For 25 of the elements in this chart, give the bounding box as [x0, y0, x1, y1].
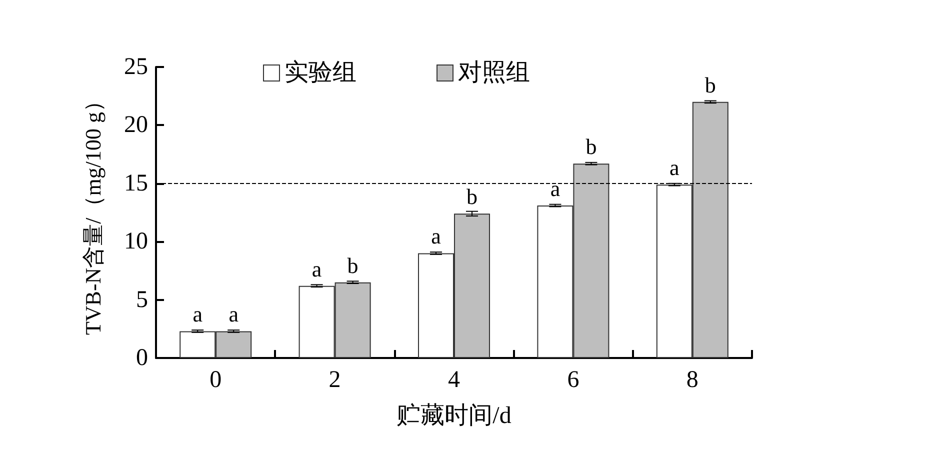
x-tick-label: 0 — [210, 367, 222, 393]
data-label: a — [312, 256, 322, 282]
data-label: b — [347, 252, 358, 278]
data-label: b — [466, 184, 478, 210]
data-label: a — [431, 224, 442, 249]
y-tick-label: 25 — [124, 54, 148, 80]
x-tick-label: 6 — [567, 367, 580, 393]
x-tick-label: 4 — [448, 367, 460, 393]
data-label: b — [586, 134, 597, 160]
y-tick-label: 10 — [124, 228, 148, 255]
x-tick-label: 8 — [686, 367, 698, 393]
y-axis-title: TVB-N含量/（mg/100 g） — [80, 90, 106, 336]
data-label: a — [228, 302, 239, 327]
y-tick-label: 5 — [136, 286, 148, 313]
data-label: a — [550, 176, 560, 202]
y-tick-label: 15 — [124, 170, 148, 196]
x-axis-title: 贮藏时间/d — [396, 403, 512, 429]
legend-label: 对照组 — [458, 60, 530, 86]
y-tick-label: 0 — [136, 345, 148, 371]
data-label: a — [192, 302, 203, 327]
legend-label: 实验组 — [284, 59, 356, 86]
x-tick-label: 2 — [328, 367, 341, 393]
data-label: b — [704, 72, 716, 98]
data-label: a — [670, 155, 680, 180]
y-tick-label: 20 — [124, 112, 148, 138]
